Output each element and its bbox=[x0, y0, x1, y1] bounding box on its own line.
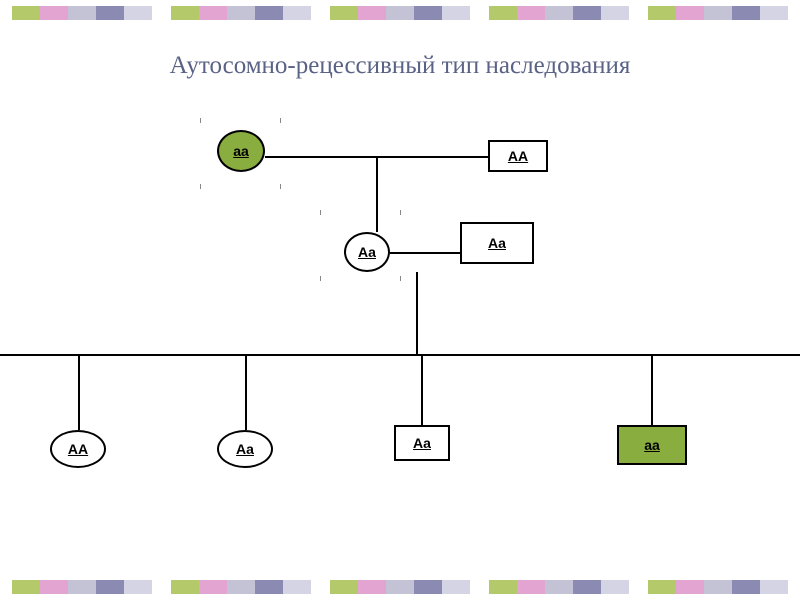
genotype-label: AA bbox=[508, 148, 528, 164]
gen3-drop-3 bbox=[651, 354, 653, 425]
selection-tick bbox=[280, 184, 281, 189]
stripe-group bbox=[648, 6, 788, 20]
selection-tick bbox=[200, 118, 201, 123]
bottom-decoration bbox=[0, 580, 800, 594]
selection-tick bbox=[280, 118, 281, 123]
genotype-label: Aa bbox=[413, 435, 431, 451]
selection-tick bbox=[320, 210, 321, 215]
selection-tick bbox=[400, 276, 401, 281]
gen3-drop-2 bbox=[421, 354, 423, 425]
genotype-label: AA bbox=[68, 441, 88, 457]
selection-tick bbox=[200, 184, 201, 189]
gen2-drop-line bbox=[416, 272, 418, 354]
genotype-label: aa bbox=[233, 143, 249, 159]
gen3-sibling-line bbox=[0, 354, 800, 356]
stripe-group bbox=[12, 6, 152, 20]
stripe-group bbox=[330, 580, 470, 594]
gen3-child-3: aa bbox=[617, 425, 687, 465]
selection-tick bbox=[320, 276, 321, 281]
pedigree-diagram: aa AA Aa Aa AA Aa Aa aa bbox=[0, 100, 800, 560]
gen1-drop-line bbox=[376, 156, 378, 232]
top-decoration bbox=[0, 6, 800, 20]
gen1-female: aa bbox=[217, 130, 265, 172]
page-title: Аутосомно-рецессивный тип наследования bbox=[0, 52, 800, 80]
gen3-drop-1 bbox=[245, 354, 247, 430]
stripe-group bbox=[330, 6, 470, 20]
genotype-label: Aa bbox=[358, 244, 376, 260]
gen3-child-2: Aa bbox=[394, 425, 450, 461]
gen3-child-1: Aa bbox=[217, 430, 273, 468]
stripe-group bbox=[171, 580, 311, 594]
gen2-couple-line bbox=[390, 252, 460, 254]
gen3-drop-0 bbox=[78, 354, 80, 430]
gen3-child-0: AA bbox=[50, 430, 106, 468]
stripe-group bbox=[648, 580, 788, 594]
stripe-group bbox=[12, 580, 152, 594]
genotype-label: Aa bbox=[236, 441, 254, 457]
stripe-group bbox=[489, 6, 629, 20]
gen1-male: AA bbox=[488, 140, 548, 172]
genotype-label: Aa bbox=[488, 235, 506, 251]
genotype-label: aa bbox=[644, 437, 660, 453]
stripe-group bbox=[489, 580, 629, 594]
gen2-female: Aa bbox=[344, 232, 390, 272]
stripe-group bbox=[171, 6, 311, 20]
selection-tick bbox=[400, 210, 401, 215]
gen2-male: Aa bbox=[460, 222, 534, 264]
